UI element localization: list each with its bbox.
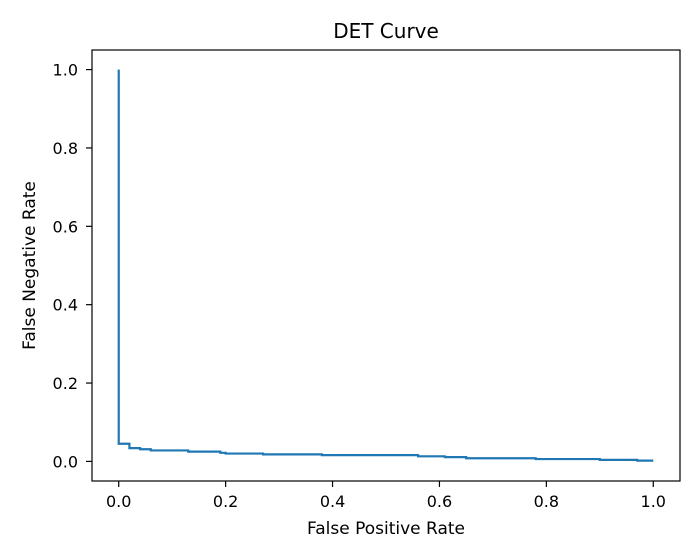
- y-tick-label: 1.0: [53, 61, 78, 80]
- x-axis-ticks: 0.0 0.2 0.4 0.6 0.8 1.0: [106, 481, 666, 511]
- x-tick-label: 1.0: [641, 492, 666, 511]
- det-curve-line: [117, 69, 654, 462]
- y-tick-label: 0.4: [53, 296, 78, 315]
- y-axis-ticks: 0.0 0.2 0.4 0.6 0.8 1.0: [53, 61, 92, 471]
- x-tick-label: 0.2: [213, 492, 238, 511]
- y-tick-label: 0.6: [53, 217, 78, 236]
- x-tick-label: 0.8: [534, 492, 559, 511]
- plot-area: [117, 69, 654, 462]
- x-axis-label: False Positive Rate: [307, 519, 465, 539]
- axes-frame: [91, 49, 681, 482]
- x-tick-label: 0.6: [427, 492, 452, 511]
- y-tick-label: 0.2: [53, 374, 78, 393]
- y-tick-label: 0.8: [53, 139, 78, 158]
- chart-title: DET Curve: [333, 19, 439, 43]
- y-tick-label: 0.0: [53, 452, 78, 471]
- x-tick-label: 0.0: [106, 492, 131, 511]
- y-axis-label: False Negative Rate: [20, 181, 40, 350]
- x-tick-label: 0.4: [320, 492, 345, 511]
